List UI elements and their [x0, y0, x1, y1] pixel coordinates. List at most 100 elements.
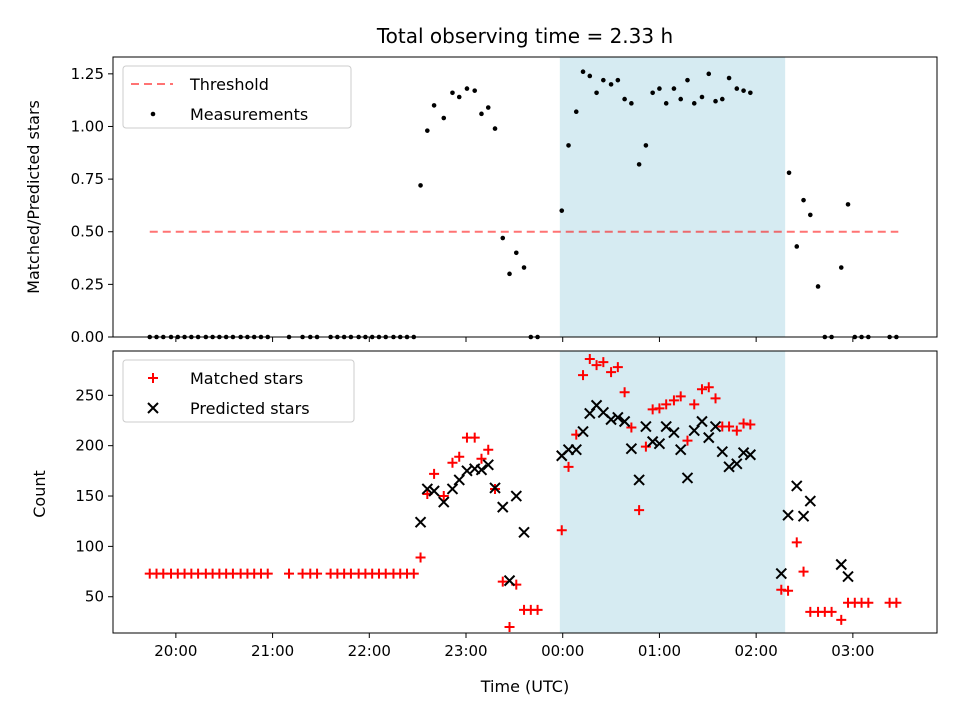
- y-tick-label: 50: [85, 588, 104, 606]
- predicted-star-point: [640, 420, 652, 433]
- measurement-point: [500, 235, 506, 241]
- legend-label: Measurements: [190, 105, 308, 124]
- predicted-star-point: [421, 483, 434, 495]
- legend-label: Threshold: [189, 75, 269, 94]
- matched-star-point: [415, 552, 426, 563]
- matched-star-point: [675, 391, 686, 402]
- y-tick-label: 0.00: [71, 328, 104, 346]
- matched-star-point: [696, 384, 707, 395]
- y-tick-label: 250: [75, 386, 104, 404]
- predicted-star-point: [668, 426, 680, 439]
- matched-star-point: [447, 457, 458, 468]
- y-axis-label-bottom: Count: [30, 470, 49, 518]
- y-axis-label-top: Matched/Predicted stars: [24, 100, 43, 294]
- measurement-point: [507, 271, 512, 277]
- measurement-point: [815, 284, 821, 289]
- measurement-point: [643, 143, 649, 148]
- measurement-point: [521, 265, 527, 270]
- matched-star-point: [731, 425, 742, 436]
- measurement-point: [741, 88, 746, 93]
- measurement-point: [587, 73, 593, 79]
- measurement-point: [601, 77, 606, 83]
- measurement-point: [794, 244, 800, 249]
- predicted-star-point: [842, 570, 854, 583]
- matched-star-point: [826, 606, 837, 617]
- predicted-star-point: [681, 472, 694, 484]
- matched-star-point: [578, 370, 589, 381]
- matched-star-point: [836, 614, 847, 625]
- matched-star-point: [556, 525, 567, 536]
- predicted-star-point: [489, 482, 501, 494]
- matched-star-point: [532, 604, 543, 615]
- predicted-star-point: [797, 510, 810, 522]
- observing-window: [559, 351, 786, 633]
- predicted-star-point: [703, 431, 715, 444]
- predicted-star-point: [688, 424, 700, 437]
- predicted-star-point: [675, 443, 687, 456]
- measurement-point: [479, 111, 484, 117]
- legend-matched-swatch: [148, 373, 158, 383]
- y-tick-label: 0.50: [71, 223, 104, 241]
- measurement-point: [615, 77, 621, 83]
- measurement-point: [699, 94, 705, 100]
- predicted-star-point: [518, 526, 530, 538]
- matched-star-point: [738, 418, 749, 429]
- matched-star-point: [783, 585, 794, 596]
- matched-star-point: [598, 357, 609, 368]
- predicted-star-point: [744, 449, 757, 461]
- predicted-star-point: [709, 420, 722, 433]
- matched-star-point: [791, 537, 802, 548]
- measurement-point: [748, 90, 753, 96]
- x-tick-label: 22:00: [348, 642, 391, 660]
- matched-star-point: [563, 461, 574, 472]
- predicted-star-point: [646, 435, 659, 448]
- matched-star-point: [682, 435, 693, 446]
- predicted-star-point: [737, 447, 750, 459]
- predicted-star-point: [570, 443, 582, 456]
- predicted-star-point: [510, 490, 523, 502]
- measurement-point: [734, 86, 740, 91]
- predicted-star-point: [835, 558, 847, 571]
- x-tick-label: 02:00: [735, 642, 778, 660]
- matched-star-point: [591, 360, 602, 371]
- measurement-point: [845, 202, 851, 207]
- x-tick-label: 01:00: [638, 642, 681, 660]
- measurement-point: [663, 101, 669, 106]
- measurement-point: [608, 82, 614, 87]
- matched-star-point: [626, 422, 637, 433]
- measurement-point: [657, 86, 662, 91]
- measurement-point: [706, 71, 712, 77]
- y-tick-label: 0.25: [71, 275, 104, 293]
- matched-star-point: [584, 354, 595, 365]
- measurement-point: [685, 77, 690, 83]
- x-tick-label: 00:00: [541, 642, 584, 660]
- predicted-star-point: [475, 464, 488, 476]
- measurement-point: [580, 69, 586, 75]
- matched-star-point: [891, 597, 902, 608]
- predicted-star-point: [438, 496, 450, 508]
- predicted-star-point: [723, 461, 735, 473]
- x-tick-label: 03:00: [831, 642, 874, 660]
- measurement-point: [456, 94, 462, 100]
- predicted-star-point: [660, 420, 672, 433]
- measurement-point: [441, 115, 447, 121]
- predicted-star-point: [633, 474, 645, 486]
- measurement-point: [559, 208, 565, 213]
- legend-box: [122, 65, 352, 129]
- measurement-point: [472, 88, 478, 93]
- matched-star-point: [798, 566, 809, 577]
- matched-star-point: [640, 441, 651, 452]
- predicted-star-point: [605, 413, 617, 426]
- measurement-point: [691, 101, 697, 106]
- measurement-point: [418, 183, 423, 188]
- legend-measurement-swatch: [150, 111, 156, 117]
- predicted-star-point: [653, 437, 666, 450]
- predicted-star-point: [804, 495, 817, 507]
- x-tick-label: 20:00: [154, 642, 197, 660]
- matched-star-point: [483, 444, 494, 455]
- matched-star-point: [863, 597, 874, 608]
- predicted-star-point: [618, 415, 631, 428]
- legend-label: Predicted stars: [190, 399, 310, 418]
- measurement-point: [636, 162, 642, 167]
